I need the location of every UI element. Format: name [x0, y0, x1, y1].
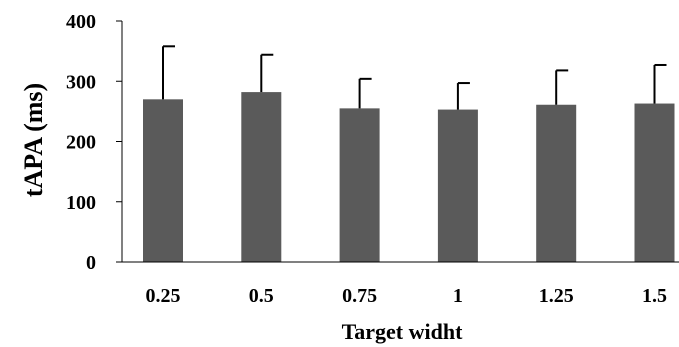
y-tick-label: 300 [66, 71, 96, 93]
error-bars-group [162, 45, 667, 110]
x-axis-title: Target widht [342, 319, 463, 344]
x-tick-label: 1.5 [642, 285, 667, 307]
x-tick-label: 0.25 [146, 285, 181, 307]
y-axis-ticks: 0 100 200 300 400 [66, 11, 122, 274]
y-tick-label: 0 [86, 252, 96, 274]
x-tick-label: 0.5 [249, 285, 274, 307]
x-tick-label: 1 [453, 285, 463, 307]
x-axis-ticks: 0.25 0.5 0.75 1 1.25 1.5 [146, 285, 668, 307]
x-tick-label: 1.25 [539, 285, 574, 307]
bar [536, 104, 577, 262]
bars-group [143, 92, 675, 262]
bar [339, 108, 380, 262]
bar [143, 99, 183, 262]
bar [241, 92, 282, 262]
axes-group [121, 21, 679, 263]
y-tick-label: 400 [66, 11, 96, 33]
y-tick-label: 200 [66, 132, 96, 154]
x-tick-label: 0.75 [342, 285, 377, 307]
y-tick-label: 100 [66, 192, 96, 214]
bar [437, 109, 478, 262]
y-axis-title: tAPA (ms) [19, 83, 48, 197]
bar [634, 103, 675, 262]
